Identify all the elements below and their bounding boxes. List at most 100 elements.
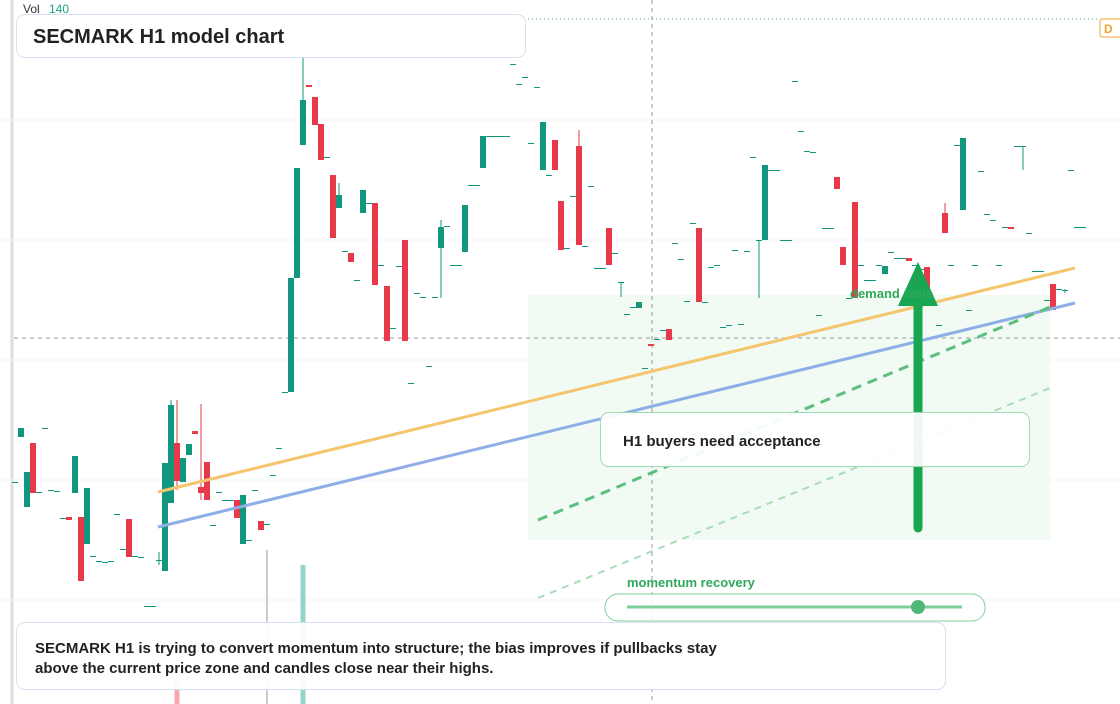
candle-body: [509, 64, 516, 65]
vol-label: Vol: [23, 2, 40, 16]
candle-body: [353, 280, 360, 281]
candle-body: [653, 339, 660, 340]
candle-body: [971, 265, 978, 266]
candle-body: [1061, 290, 1068, 291]
candle-body: [875, 265, 882, 266]
candle-body: [401, 240, 408, 341]
candle-body: [995, 265, 1002, 266]
candle-body: [11, 482, 18, 483]
candle-body: [473, 185, 480, 186]
candle-body: [341, 251, 348, 252]
candle-body: [587, 186, 594, 187]
candle-body: [419, 297, 426, 298]
candle-body: [155, 560, 162, 561]
title: SECMARK H1 model chart: [16, 14, 526, 58]
candle-body: [629, 307, 636, 308]
candle-body: [269, 475, 276, 476]
candle-body: [851, 202, 858, 298]
candle-body: [671, 243, 678, 244]
candle-body: [47, 490, 54, 491]
candle-body: [677, 259, 684, 260]
candle-body: [377, 265, 384, 266]
candle-body: [659, 330, 666, 331]
candle-body: [65, 517, 72, 520]
candle-body: [683, 301, 690, 302]
candle-body: [719, 327, 726, 328]
volume-bar: [174, 680, 180, 704]
candle-body: [863, 280, 870, 281]
candle-body: [149, 606, 156, 607]
candle-body: [1049, 284, 1056, 310]
candle-body: [371, 203, 378, 285]
candle-body: [527, 143, 534, 144]
candle-body: [107, 561, 114, 562]
candle-body: [119, 549, 126, 550]
candle-body: [965, 310, 972, 311]
candle-body: [575, 146, 582, 245]
slider-knob[interactable]: [911, 600, 925, 614]
candle-body: [569, 196, 576, 197]
note: SECMARK H1 is trying to convert momentum…: [16, 622, 946, 690]
candle-body: [989, 220, 996, 221]
candle-body: [311, 97, 318, 125]
candle-body: [83, 488, 90, 544]
candle-body: [1001, 227, 1008, 228]
candle-body: [515, 84, 522, 85]
candle-body: [479, 136, 486, 168]
candle-body: [911, 265, 918, 266]
candle-body: [383, 286, 390, 341]
candle-body: [59, 518, 66, 519]
candle-body: [539, 122, 546, 170]
candle-body: [95, 561, 102, 562]
candle-body: [617, 282, 624, 283]
candle-body: [959, 138, 966, 210]
candle-body: [593, 268, 600, 269]
candle-body: [185, 444, 192, 455]
candle-body: [827, 228, 834, 229]
candle-body: [299, 100, 306, 145]
candle-body: [503, 136, 510, 137]
vol-value: 140: [49, 2, 69, 16]
candle-body: [125, 519, 132, 557]
candle-body: [41, 428, 48, 429]
candle-body: [131, 556, 138, 557]
candle-body: [1031, 271, 1038, 272]
candle-body: [101, 562, 108, 563]
candle-body: [71, 456, 78, 493]
candle-body: [491, 136, 498, 137]
candle-body: [1037, 271, 1044, 272]
candle-body: [437, 227, 444, 248]
candle-body: [557, 201, 564, 250]
candle-body: [227, 500, 234, 501]
candle-body: [635, 302, 642, 308]
slider-label: momentum recovery: [627, 575, 756, 590]
candle-body: [449, 265, 456, 266]
candle-body: [239, 495, 246, 544]
candle-body: [395, 266, 402, 267]
candle-body: [293, 168, 300, 278]
candle-body: [23, 472, 30, 507]
candle-body: [53, 491, 60, 492]
candle-body: [467, 185, 474, 186]
candle-body: [905, 258, 912, 261]
candle-body: [443, 226, 450, 227]
candle-body: [215, 492, 222, 493]
candle-body: [179, 458, 186, 482]
candle-body: [161, 463, 168, 571]
candle-body: [1073, 227, 1080, 228]
candle-body: [29, 443, 36, 493]
candle-body: [689, 223, 696, 224]
candle-body: [35, 492, 42, 493]
candle-body: [623, 314, 630, 315]
candle-body: [881, 266, 888, 274]
candle-body: [275, 448, 282, 449]
candle-body: [833, 177, 840, 189]
candle-body: [701, 302, 708, 303]
candle-body: [821, 228, 828, 229]
candle-body: [209, 525, 216, 526]
candle-body: [1007, 227, 1014, 229]
candle-body: [779, 240, 786, 241]
candle-body: [431, 297, 438, 298]
candle-body: [1025, 233, 1032, 234]
